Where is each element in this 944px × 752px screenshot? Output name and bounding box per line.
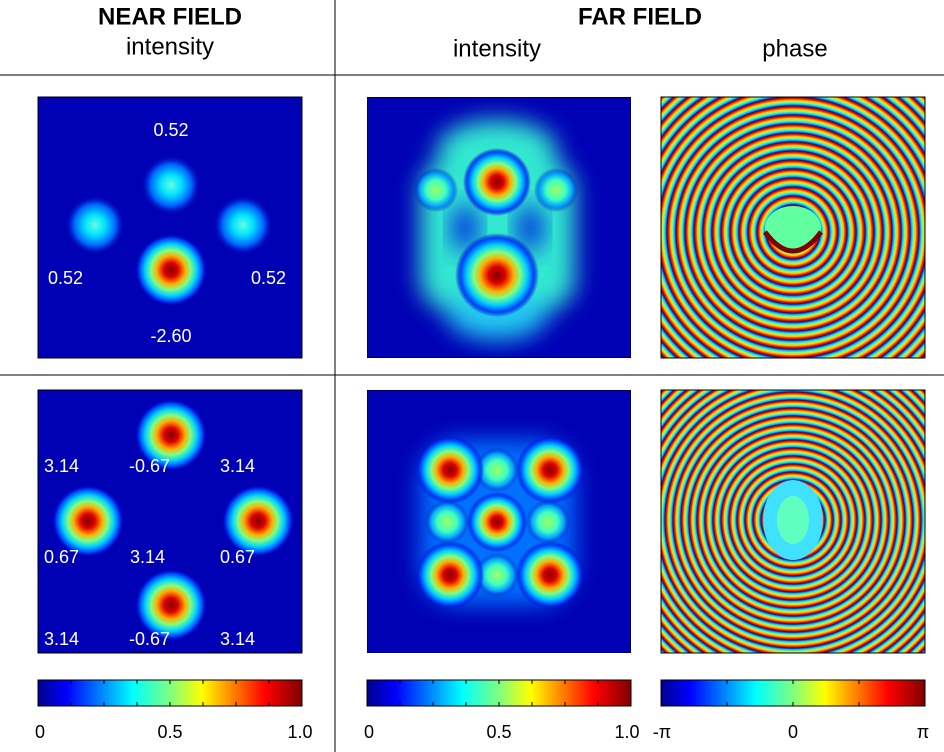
phase-label: 0.67 — [44, 547, 79, 567]
phase-label: 0.52 — [153, 120, 188, 140]
far-field-intensity-image — [367, 97, 631, 358]
colorbar-label: 0.5 — [157, 722, 182, 742]
far-field-intensity-image — [367, 390, 631, 653]
phase-label: -2.60 — [150, 326, 191, 346]
column-title: phase — [762, 35, 827, 62]
colorbar-label: 0 — [364, 722, 374, 742]
header-subtitle: intensity — [126, 33, 214, 60]
colorbar-label: 0.5 — [486, 722, 511, 742]
colorbar-label: 1.0 — [614, 722, 639, 742]
near-field-image — [37, 96, 303, 359]
colorbar — [660, 679, 926, 707]
phase-label: 3.14 — [130, 547, 165, 567]
phase-label: 0.67 — [220, 547, 255, 567]
phase-label: 0.52 — [251, 268, 286, 288]
colorbar-label: -π — [653, 722, 671, 742]
phase-label: 0.52 — [48, 268, 83, 288]
phase-label: 3.14 — [44, 456, 79, 476]
far-field-phase-image — [660, 96, 926, 359]
colorbar — [37, 679, 303, 707]
colorbar-label: 0 — [788, 722, 798, 742]
phase-label: 3.14 — [220, 629, 255, 649]
phase-label: -0.67 — [129, 629, 170, 649]
colorbar-label: 1.0 — [287, 722, 312, 742]
far-field-phase-image — [660, 389, 926, 654]
colorbar — [366, 679, 632, 707]
column-title: intensity — [453, 35, 541, 62]
header-title: NEAR FIELD — [98, 3, 242, 30]
colorbar-label: 0 — [35, 722, 45, 742]
near-field-image — [37, 389, 303, 654]
phase-label: -0.67 — [129, 456, 170, 476]
phase-label: 3.14 — [44, 629, 79, 649]
phase-label: 3.14 — [220, 456, 255, 476]
colorbar-label: π — [917, 722, 929, 742]
header-title: FAR FIELD — [578, 3, 702, 30]
